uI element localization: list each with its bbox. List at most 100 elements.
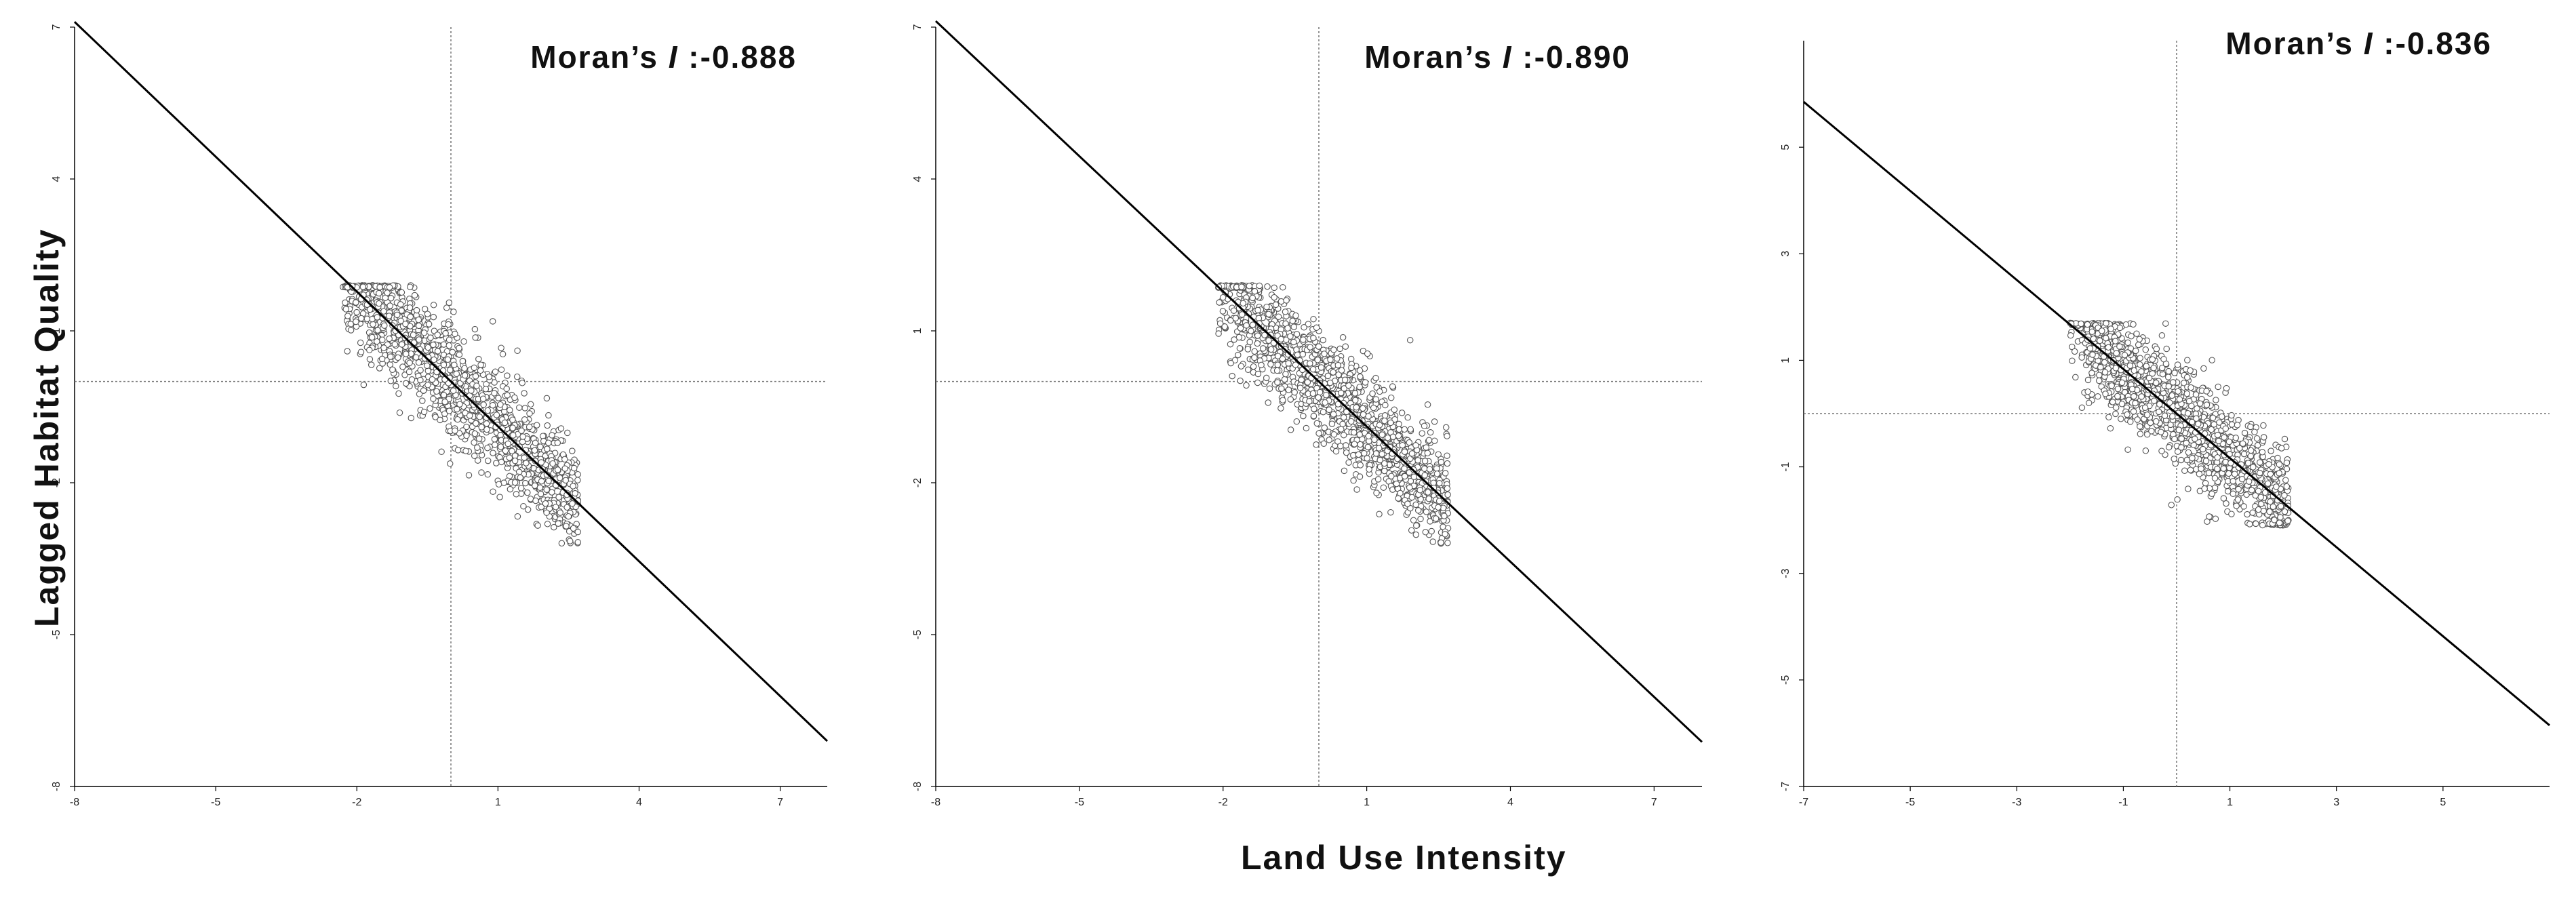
scatter-point — [1379, 451, 1385, 458]
scatter-point — [483, 426, 490, 433]
scatter-point — [477, 361, 484, 368]
scatter-point — [1251, 287, 1259, 295]
scatter-point — [1424, 401, 1431, 408]
scatter-point — [445, 407, 453, 414]
scatter-point — [492, 441, 498, 448]
scatter-point — [1364, 350, 1371, 357]
scatter-point — [471, 439, 477, 446]
scatter-point — [2088, 370, 2095, 376]
scatter-point — [353, 299, 359, 306]
scatter-point — [1441, 513, 1448, 519]
scatter-point — [2124, 446, 2131, 453]
scatter-point — [415, 322, 422, 330]
scatter-point — [2278, 445, 2285, 452]
scatter-point — [504, 392, 511, 399]
scatter-point — [342, 306, 350, 313]
scatter-point — [1340, 431, 1347, 439]
scatter-point — [454, 405, 460, 413]
scatter-point — [353, 308, 360, 316]
scatter-point — [1417, 515, 1424, 523]
scatter-point — [2281, 508, 2288, 515]
scatter-point — [357, 339, 364, 346]
scatter-point — [1274, 379, 1281, 386]
scatter-point — [1275, 313, 1282, 320]
scatter-point — [564, 429, 571, 437]
scatter-point — [2225, 470, 2232, 477]
y-tick-label: 1 — [51, 327, 62, 334]
scatter-point — [1327, 356, 1334, 363]
scatter-point — [466, 412, 473, 419]
scatter-point — [484, 407, 492, 414]
scatter-point — [507, 485, 514, 493]
scatter-point — [342, 299, 349, 306]
scatter-point — [2158, 447, 2165, 454]
scatter-point — [1243, 322, 1250, 329]
scatter-point — [415, 316, 422, 323]
y-tick-label: -7 — [1780, 782, 1791, 791]
scatter-point — [1250, 363, 1257, 370]
scatter-point — [491, 436, 498, 443]
scatter-point — [574, 471, 581, 478]
scatter-point — [1416, 487, 1423, 494]
scatter-point — [456, 401, 463, 407]
scatter-point — [417, 367, 424, 374]
scatter-point — [2249, 509, 2256, 516]
x-tick-label: 1 — [2227, 797, 2233, 808]
scatter-point — [1374, 476, 1382, 483]
scatter-point — [484, 444, 491, 452]
scatter-point — [2238, 475, 2246, 483]
scatter-point — [2178, 444, 2185, 451]
scatter-point — [2181, 467, 2188, 475]
scatter-point — [2230, 490, 2236, 498]
x-tick-label: 5 — [2440, 797, 2446, 808]
scatter-point — [1267, 361, 1274, 368]
scatter-point — [561, 456, 568, 463]
scatter-point — [1338, 389, 1345, 397]
scatter-point — [374, 327, 381, 334]
scatter-point — [465, 472, 473, 479]
scatter-point — [368, 361, 375, 368]
scatter-point — [1238, 311, 1246, 318]
morans-i-annotation: Moran’s I :-0.836 — [2225, 26, 2492, 61]
x-tick-label: -2 — [352, 797, 361, 808]
scatter-point — [2084, 376, 2092, 384]
scatter-point — [1435, 498, 1443, 504]
scatter-point — [2241, 429, 2248, 437]
scatter-point — [2236, 445, 2243, 452]
scatter-point — [2192, 391, 2200, 398]
scatter-point — [2143, 363, 2150, 370]
scatter-point — [2232, 435, 2240, 441]
scatter-point — [489, 318, 496, 325]
scatter-point — [1351, 441, 1358, 447]
scatter-point — [438, 448, 445, 456]
panel-3: -7 -5 -3 -1 1 3 5 -7 -5 -3 -1 1 3 5 Moran’s I :-0.836 — [1780, 26, 2550, 808]
scatter-point — [2168, 392, 2175, 399]
scatter-point — [471, 430, 479, 437]
scatter-point — [2118, 401, 2126, 407]
scatter-point — [1389, 433, 1397, 441]
scatter-point — [543, 395, 551, 402]
scatter-point — [1356, 431, 1363, 438]
scatter-point — [1364, 455, 1370, 462]
scatter-point — [430, 313, 437, 321]
x-tick-label: 4 — [636, 797, 642, 808]
scatter-point — [569, 500, 576, 507]
scatter-point — [570, 525, 577, 532]
scatter-point — [2223, 384, 2230, 392]
scatter-point — [451, 361, 458, 368]
scatter-point — [2283, 483, 2291, 490]
scatter-point — [2213, 397, 2219, 403]
scatter-point — [2198, 465, 2204, 473]
scatter-point — [1283, 297, 1290, 304]
scatter-point — [1365, 433, 1372, 440]
scatter-point — [2109, 399, 2116, 405]
scatter-point — [1273, 367, 1281, 374]
scatter-point — [366, 346, 373, 354]
scatter-point — [1341, 376, 1349, 384]
scatter-point — [2084, 388, 2091, 395]
scatter-point — [2214, 431, 2221, 439]
scatter-point — [406, 304, 414, 311]
y-tick-label: -5 — [51, 630, 62, 639]
scatter-point — [1287, 333, 1294, 340]
scatter-point — [376, 300, 382, 307]
